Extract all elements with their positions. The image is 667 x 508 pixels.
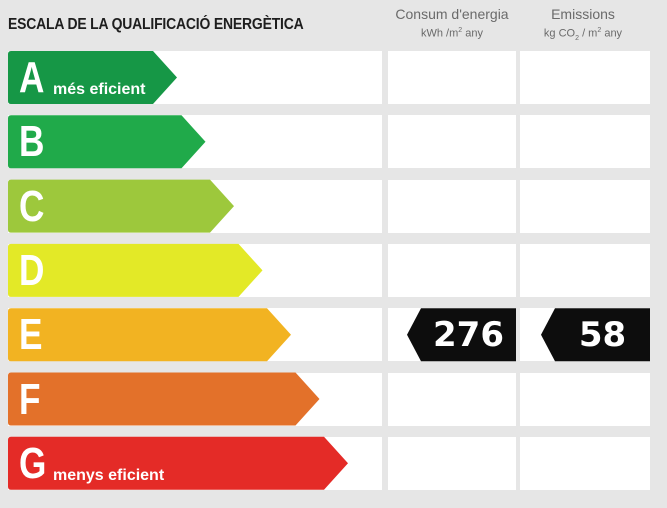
class-letter-b: B bbox=[19, 117, 45, 167]
row-cell-b-1 bbox=[388, 115, 516, 169]
class-bar-e bbox=[8, 308, 291, 362]
class-letter-f: F bbox=[19, 374, 41, 424]
class-bar-f bbox=[8, 372, 320, 426]
class-letter-e: E bbox=[19, 310, 43, 360]
consum-unit: kWh /m2 any bbox=[421, 27, 483, 40]
class-label-a: més eficient bbox=[53, 81, 146, 98]
row-cell-g-1 bbox=[388, 436, 516, 490]
class-bar-g bbox=[8, 436, 348, 490]
class-bar-d bbox=[8, 243, 263, 297]
class-label-g: menys eficient bbox=[53, 466, 165, 484]
class-letter-g: G bbox=[19, 438, 47, 488]
consum-header: Consum d'energia kWh /m2 any bbox=[388, 5, 516, 42]
consum-value: 276 bbox=[433, 315, 504, 356]
row-cell-d-1 bbox=[388, 243, 516, 297]
emissions-header: Emissions kg CO2 / m2 any bbox=[520, 5, 646, 47]
class-bar-c bbox=[8, 179, 234, 233]
row-cell-c-2 bbox=[520, 179, 650, 233]
row-cell-b-2 bbox=[520, 115, 650, 169]
row-cell-d-2 bbox=[520, 243, 650, 297]
emissions-value-indicator bbox=[541, 308, 650, 362]
class-bar-a bbox=[8, 51, 177, 104]
row-cell-g-2 bbox=[520, 436, 650, 490]
consum-title: Consum d'energia bbox=[395, 6, 509, 22]
row-cell-f-2 bbox=[520, 372, 650, 426]
emissions-value: 58 bbox=[578, 315, 627, 356]
row-cell-c-1 bbox=[388, 179, 516, 233]
row-cell-a-2 bbox=[520, 51, 650, 104]
class-letter-d: D bbox=[19, 245, 45, 295]
emissions-unit: kg CO2 / m2 any bbox=[543, 27, 623, 42]
class-letter-c: C bbox=[19, 181, 45, 231]
row-cell-a-1 bbox=[388, 51, 516, 104]
chart-title: ESCALA DE LA QUALIFICACIÓ ENERGÈTICA bbox=[8, 16, 304, 33]
class-letter-a: A bbox=[19, 53, 45, 102]
class-bar-b bbox=[8, 115, 206, 169]
emissions-title: Emissions bbox=[551, 6, 615, 22]
row-cell-f-1 bbox=[388, 372, 516, 426]
consum-value-indicator bbox=[407, 308, 516, 362]
